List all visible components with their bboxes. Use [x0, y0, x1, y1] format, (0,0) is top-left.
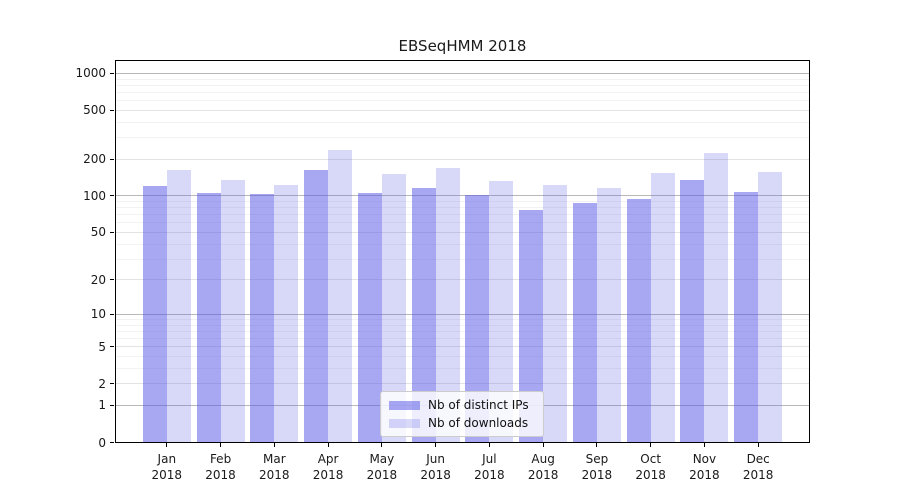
x-tick-mark [327, 442, 329, 447]
y-tick-label: 0 [98, 435, 106, 450]
y-tick-label: 1000 [75, 66, 106, 81]
x-tick-label: Nov 2018 [689, 451, 720, 482]
x-tick-label: Sep 2018 [581, 451, 613, 482]
x-tick-label: Mar 2018 [259, 451, 290, 482]
x-tick-mark [488, 442, 490, 447]
y-tick-label: 20 [90, 272, 106, 287]
legend-row-distinct-ips: Nb of distinct IPs [389, 398, 535, 412]
y-tick-mark [110, 346, 114, 348]
x-tick-mark [435, 442, 437, 447]
y-tick-mark [110, 72, 114, 74]
y-tick-label: 200 [83, 152, 106, 167]
y-tick-label: 500 [83, 103, 106, 118]
x-tick-label: Feb 2018 [205, 451, 236, 482]
chart-title: EBSeqHMM 2018 [398, 37, 527, 55]
x-tick-label: Jul 2018 [474, 451, 505, 482]
y-tick-label: 2 [98, 376, 106, 391]
x-tick-mark [166, 442, 168, 447]
plot-frame [115, 60, 810, 443]
legend: Nb of distinct IPs Nb of downloads [380, 391, 544, 437]
y-tick-mark [110, 231, 114, 233]
x-tick-mark [596, 442, 598, 447]
legend-swatch-downloads [389, 418, 420, 428]
y-tick-mark [110, 442, 114, 443]
y-tick-mark [110, 383, 114, 385]
y-tick-mark [110, 195, 114, 197]
y-tick-mark [110, 313, 114, 315]
y-tick-mark [110, 109, 114, 111]
y-tick-mark [110, 279, 114, 281]
y-tick-label: 1 [98, 398, 106, 413]
y-tick-label: 100 [83, 188, 106, 203]
x-tick-mark [703, 442, 705, 447]
x-tick-label: Apr 2018 [312, 451, 344, 482]
x-tick-label: Aug 2018 [527, 451, 559, 482]
legend-swatch-distinct-ips [389, 400, 420, 410]
y-tick-label: 5 [98, 339, 106, 354]
x-tick-label: Jun 2018 [420, 451, 451, 482]
x-tick-label: Oct 2018 [635, 451, 666, 482]
x-tick-mark [381, 442, 383, 447]
x-tick-mark [273, 442, 275, 447]
x-tick-mark [542, 442, 544, 447]
y-tick-label: 50 [90, 225, 106, 240]
legend-row-downloads: Nb of downloads [389, 416, 535, 430]
x-tick-label: Jan 2018 [151, 451, 183, 482]
x-tick-mark [650, 442, 652, 447]
x-tick-mark [757, 442, 759, 447]
x-tick-mark [220, 442, 222, 447]
x-tick-label: May 2018 [366, 451, 398, 482]
legend-label-downloads: Nb of downloads [428, 416, 529, 430]
y-tick-mark [110, 404, 114, 406]
y-tick-label: 10 [90, 307, 106, 322]
x-tick-label: Dec 2018 [742, 451, 774, 482]
legend-label-distinct-ips: Nb of distinct IPs [428, 398, 529, 412]
y-tick-mark [110, 158, 114, 160]
